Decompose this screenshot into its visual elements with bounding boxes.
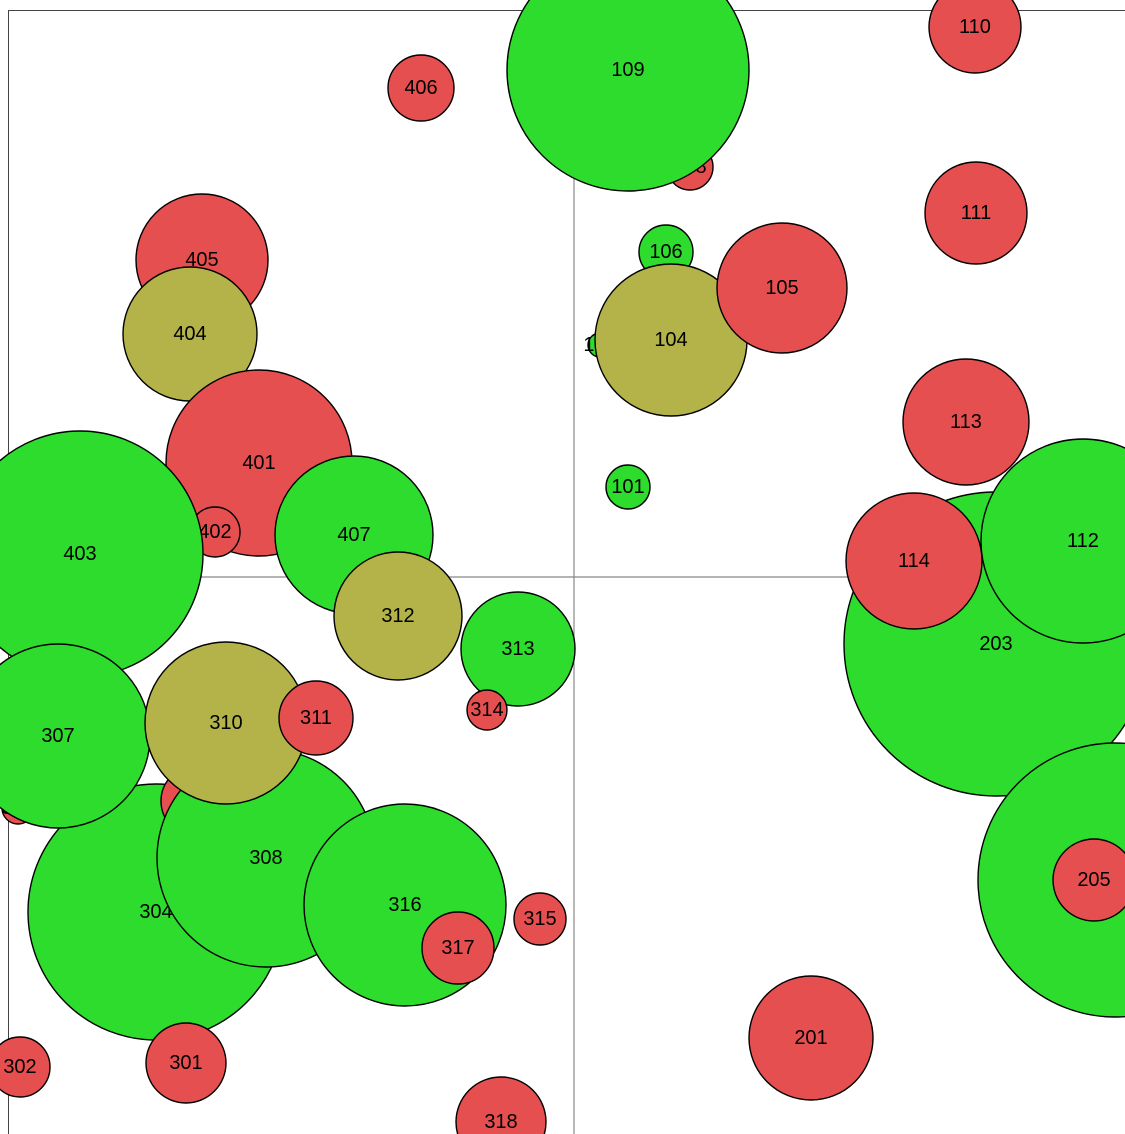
bubble-label-313: 313 xyxy=(501,638,534,660)
bubble-label-110: 110 xyxy=(959,16,991,38)
bubble-circle-314[interactable] xyxy=(466,689,508,731)
bubble-406[interactable]: 406 xyxy=(387,54,455,122)
bubble-315[interactable]: 315 xyxy=(513,892,567,946)
bubble-label-403: 403 xyxy=(63,543,96,565)
bubble-circle-109[interactable] xyxy=(506,0,750,192)
bubble-label-404: 404 xyxy=(173,323,206,345)
bubble-label-407: 407 xyxy=(337,524,370,546)
bubble-circle-111[interactable] xyxy=(924,161,1028,265)
bubble-317[interactable]: 317 xyxy=(421,911,495,985)
bubble-label-316: 316 xyxy=(388,894,421,916)
bubble-301[interactable]: 301 xyxy=(145,1022,227,1104)
bubble-circle-101[interactable] xyxy=(605,464,651,510)
bubble-circle-317[interactable] xyxy=(421,911,495,985)
bubble-circle-105[interactable] xyxy=(716,222,848,354)
bubble-105[interactable]: 105 xyxy=(716,222,848,354)
bubble-label-314: 314 xyxy=(470,699,503,721)
bubble-201[interactable]: 201 xyxy=(748,975,874,1101)
bubble-302[interactable]: 302 xyxy=(0,1036,51,1098)
bubble-label-301: 301 xyxy=(169,1052,202,1074)
bubble-label-405: 405 xyxy=(185,249,218,271)
bubble-110[interactable]: 110 xyxy=(928,0,1022,74)
bubble-label-203: 203 xyxy=(979,633,1012,655)
bubble-circle-110[interactable] xyxy=(928,0,1022,74)
bubble-label-111: 111 xyxy=(961,202,991,224)
bubble-101[interactable]: 101 xyxy=(605,464,651,510)
bubble-311[interactable]: 311 xyxy=(278,680,354,756)
bubble-circle-114[interactable] xyxy=(845,492,983,630)
bubble-circle-311[interactable] xyxy=(278,680,354,756)
bubble-circle-205[interactable] xyxy=(977,742,1125,1018)
bubble-label-105: 105 xyxy=(765,277,798,299)
bubble-label-307: 307 xyxy=(41,725,74,747)
bubble-label-109: 109 xyxy=(611,59,644,81)
bubble-318[interactable]: 318 xyxy=(455,1076,547,1134)
bubble-circle-205b[interactable] xyxy=(1052,838,1125,922)
bubble-109[interactable]: 109 xyxy=(506,0,750,192)
bubble-circle-302[interactable] xyxy=(0,1036,51,1098)
bubble-label-304: 304 xyxy=(139,901,172,923)
bubble-label-104: 104 xyxy=(654,329,687,351)
bubble-label-401: 401 xyxy=(242,452,275,474)
bubble-label-402: 402 xyxy=(198,521,231,543)
bubble-114[interactable]: 114 xyxy=(845,492,983,630)
bubble-label-302: 302 xyxy=(3,1056,36,1078)
bubble-label-114: 114 xyxy=(898,550,930,572)
bubble-label-106: 106 xyxy=(649,241,682,263)
bubble-label-112: 112 xyxy=(1067,530,1099,552)
bubble-label-311: 311 xyxy=(300,707,332,729)
bubble-label-113: 113 xyxy=(950,411,982,433)
bubble-label-318: 318 xyxy=(484,1111,517,1133)
bubble-label-308: 308 xyxy=(249,847,282,869)
bubble-313[interactable]: 313 xyxy=(460,591,576,707)
bubble-circle-112[interactable] xyxy=(980,438,1125,644)
bubble-label-101: 101 xyxy=(611,476,644,498)
bubble-112[interactable]: 112 xyxy=(980,438,1125,644)
bubble-label-310: 310 xyxy=(209,712,242,734)
bubble-label-315: 315 xyxy=(523,908,556,930)
bubble-312[interactable]: 312 xyxy=(333,551,463,681)
bubble-label-201: 201 xyxy=(794,1027,827,1049)
bubble-circle-313[interactable] xyxy=(460,591,576,707)
bubble-label-317: 317 xyxy=(441,937,474,959)
bubble-205b[interactable]: 205 xyxy=(1052,838,1125,922)
bubble-label-406: 406 xyxy=(404,77,437,99)
bubble-circle-318[interactable] xyxy=(455,1076,547,1134)
bubble-403[interactable]: 403 xyxy=(0,430,204,678)
bubble-circle-201[interactable] xyxy=(748,975,874,1101)
bubble-310[interactable]: 310 xyxy=(144,641,308,805)
bubble-circle-113[interactable] xyxy=(902,358,1030,486)
bubble-314[interactable]: 314 xyxy=(466,689,508,731)
bubble-circle-301[interactable] xyxy=(145,1022,227,1104)
bubble-label-205b: 205 xyxy=(1077,869,1110,891)
bubble-label-312: 312 xyxy=(381,605,414,627)
bubble-circle-406[interactable] xyxy=(387,54,455,122)
bubble-circle-315[interactable] xyxy=(513,892,567,946)
bubble-circle-312[interactable] xyxy=(333,551,463,681)
bubble-111[interactable]: 111 xyxy=(924,161,1028,265)
bubble-113[interactable]: 113 xyxy=(902,358,1030,486)
